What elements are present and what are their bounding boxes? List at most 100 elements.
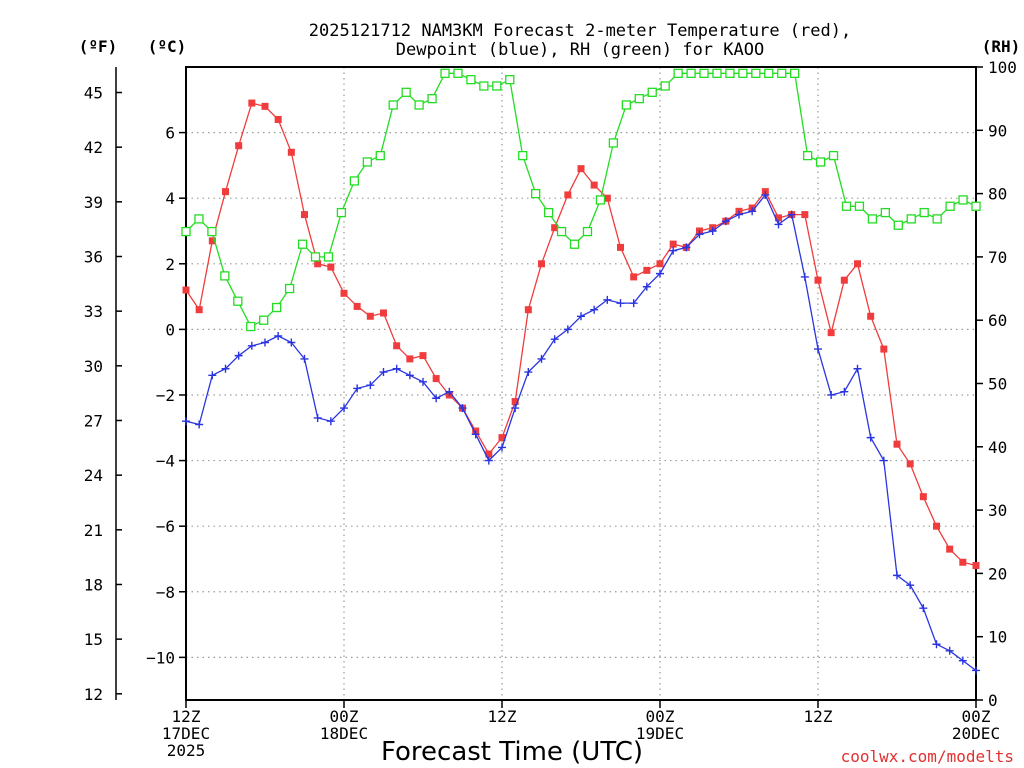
rh-point (297, 239, 308, 249)
rh-point (401, 87, 411, 97)
rh-point (310, 252, 321, 262)
temperature-point (222, 188, 229, 196)
temperature-point (946, 545, 954, 553)
rh-point (751, 68, 761, 78)
x-axis-label: Forecast Time (UTC) (381, 737, 643, 767)
dewpoint-point (656, 269, 664, 278)
rh-point (336, 207, 347, 218)
dewpoint-point (682, 243, 691, 252)
temperature-point (498, 434, 506, 442)
dewpoint-point (774, 220, 783, 229)
dewpoint-point (866, 433, 875, 442)
dewpoint-point (642, 282, 651, 291)
rh-point (634, 94, 644, 104)
temperature-line (185, 102, 977, 567)
rh-point (725, 68, 735, 78)
rh-point (790, 68, 800, 78)
temperature-point (933, 522, 940, 530)
grid-lines (186, 67, 976, 700)
rh-point (647, 87, 657, 97)
rh-point (569, 239, 580, 249)
celsius-tick-label: 0 (165, 320, 175, 339)
rh-point (828, 150, 839, 161)
temperature-point (182, 286, 190, 294)
temperature-point (274, 115, 282, 123)
chart-title-line2: Dewpoint (blue), RH (green) for KAOO (396, 40, 764, 60)
temperature-point (617, 243, 624, 251)
temperature-point (959, 558, 967, 566)
dewpoint-point (906, 581, 915, 590)
temperature-point (419, 352, 427, 360)
dewpoint-point (958, 656, 967, 665)
rh-tick-label: 90 (988, 121, 1007, 140)
dewpoint-point (919, 604, 928, 613)
axes: 6420−2−4−6−8−104542393633302724211815121… (84, 58, 1017, 710)
celsius-tick-label: −8 (156, 583, 175, 602)
dewpoint-point (234, 351, 243, 360)
dewpoint-point (787, 210, 796, 219)
fahrenheit-tick-label: 18 (84, 575, 103, 594)
rh-point (492, 81, 502, 91)
temperature-point (235, 142, 243, 150)
x-tick-label: 00Z (646, 707, 675, 726)
dewpoint-point (563, 325, 572, 334)
rh-point (362, 157, 372, 167)
celsius-tick-label: 2 (165, 255, 175, 274)
rh-line (185, 72, 977, 328)
rh-point (375, 150, 385, 161)
x-tick-label: 00Z (962, 707, 991, 726)
dewpoint-point (800, 272, 809, 281)
dewpoint-point (972, 666, 980, 675)
dewpoint-point (932, 640, 941, 649)
x-tick-label: 00Z (330, 707, 359, 726)
dewpoint-point (550, 335, 559, 344)
dewpoint-point (721, 217, 730, 226)
rh-point (673, 68, 683, 78)
rh-point (712, 68, 722, 78)
temperature-point (511, 398, 519, 406)
rh-point (854, 201, 865, 211)
temperature-point (248, 99, 256, 107)
x-tick-label: 2025 (167, 741, 206, 760)
x-tick-label: 20DEC (952, 724, 1000, 743)
rh-point (764, 68, 774, 78)
rh-point (453, 68, 463, 78)
dewpoint-point (353, 384, 362, 393)
temperature-point (590, 181, 598, 189)
dewpoint-point (300, 354, 309, 363)
x-tick-label: 12Z (488, 707, 517, 726)
dewpoint-point (419, 377, 427, 386)
rh-point (867, 214, 878, 224)
dewpoint-point (537, 354, 546, 363)
rh-point (505, 75, 515, 85)
rh-point (233, 296, 243, 306)
fahrenheit-tick-label: 33 (84, 302, 103, 321)
rh-point (841, 201, 852, 211)
temperature-point (643, 266, 651, 274)
rh-point (466, 75, 476, 85)
dewpoint-point (879, 456, 888, 465)
rh-point (686, 68, 696, 78)
x-tick-label: 19DEC (636, 724, 684, 743)
rh-point (621, 100, 631, 110)
rh-point (259, 315, 269, 325)
temperature-point (669, 240, 677, 248)
fahrenheit-tick-label: 39 (84, 193, 103, 212)
rh-point (414, 100, 424, 110)
dewpoint-point (840, 387, 849, 396)
fahrenheit-tick-label: 36 (84, 247, 103, 266)
dewpoint-point (287, 338, 296, 347)
rh-tick-label: 0 (988, 691, 998, 710)
temperature-point (656, 260, 664, 268)
rh-point (194, 214, 204, 224)
dewpoint-point (326, 417, 335, 426)
rh-tick-label: 10 (988, 628, 1007, 647)
temperature-point (524, 306, 532, 314)
rh-point (181, 226, 191, 237)
rh-point (518, 150, 528, 161)
x-tick-label: 18DEC (320, 724, 368, 743)
temperature-point (867, 312, 875, 320)
temperature-point (919, 493, 927, 501)
rh-point (284, 283, 295, 294)
rh-point (556, 226, 567, 237)
